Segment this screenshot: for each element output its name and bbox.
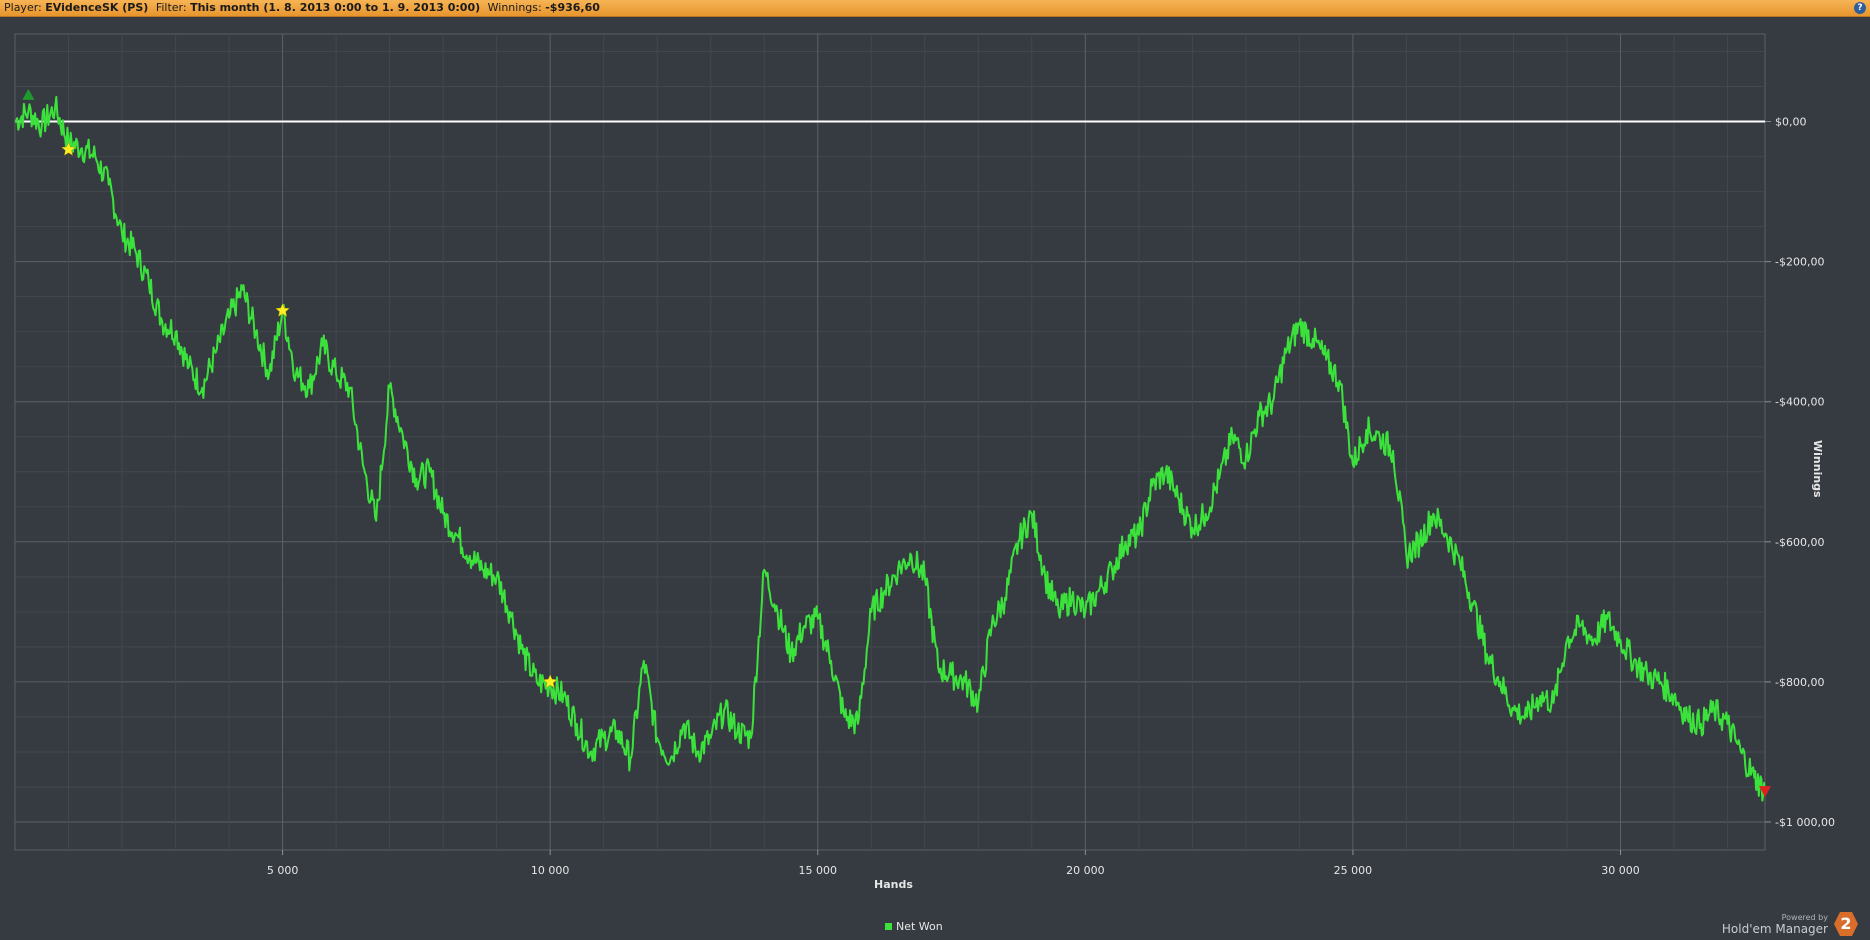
- net-won-line: [14, 95, 1766, 802]
- x-tick-label: 25 000: [1334, 864, 1373, 877]
- grid: [15, 34, 1765, 850]
- x-tick-label: 5 000: [267, 864, 299, 877]
- x-tick-label: 30 000: [1601, 864, 1640, 877]
- plot-area: [14, 33, 1766, 851]
- axis-ticks: $0,00 -$200,00 -$400,00 -$600,00 -$800,00 -$1…: [267, 116, 1835, 877]
- markers: [22, 88, 1771, 798]
- player-name: EVidenceSK (PS): [45, 1, 149, 14]
- legend-swatch: [885, 923, 892, 930]
- player-label: Player:: [4, 1, 42, 14]
- winnings-value: -$936,60: [545, 1, 600, 14]
- chart: $0,00 -$200,00 -$400,00 -$600,00 -$800,00 -$1…: [14, 33, 1835, 877]
- header-bar: Player: EVidenceSK (PS) Filter: This mon…: [0, 0, 1870, 17]
- x-tick-label: 10 000: [531, 864, 570, 877]
- y-tick-label: -$200,00: [1775, 256, 1824, 269]
- winnings-label: Winnings:: [487, 1, 542, 14]
- star-icon: [542, 674, 558, 689]
- y-tick-label: -$800,00: [1775, 676, 1824, 689]
- help-icon[interactable]: ?: [1854, 2, 1866, 14]
- start-triangle-icon: [22, 88, 35, 100]
- y-tick-label: -$1 000,00: [1775, 816, 1835, 829]
- y-axis-title: Winnings: [1811, 440, 1824, 498]
- legend[interactable]: Net Won: [885, 920, 943, 933]
- hem-logo-icon: 2: [1834, 912, 1858, 936]
- filter-label: Filter:: [155, 1, 187, 14]
- legend-label: Net Won: [896, 920, 943, 933]
- end-triangle-icon: [1759, 786, 1771, 798]
- y-tick-label: -$400,00: [1775, 396, 1824, 409]
- x-axis-title: Hands: [874, 878, 913, 891]
- brand-powered-by: Powered by: [1781, 913, 1828, 922]
- filter-value: This month (1. 8. 2013 0:00 to 1. 9. 201…: [190, 1, 481, 14]
- x-tick-label: 15 000: [799, 864, 838, 877]
- y-tick-label: $0,00: [1775, 116, 1807, 129]
- brand: Powered by Hold'em Manager 2: [1721, 912, 1858, 936]
- x-tick-label: 20 000: [1066, 864, 1105, 877]
- y-tick-label: -$600,00: [1775, 536, 1824, 549]
- brand-name: Hold'em Manager: [1721, 922, 1828, 936]
- series-net-won: [14, 95, 1766, 802]
- star-icon: [61, 141, 76, 156]
- star-icon: [275, 303, 290, 317]
